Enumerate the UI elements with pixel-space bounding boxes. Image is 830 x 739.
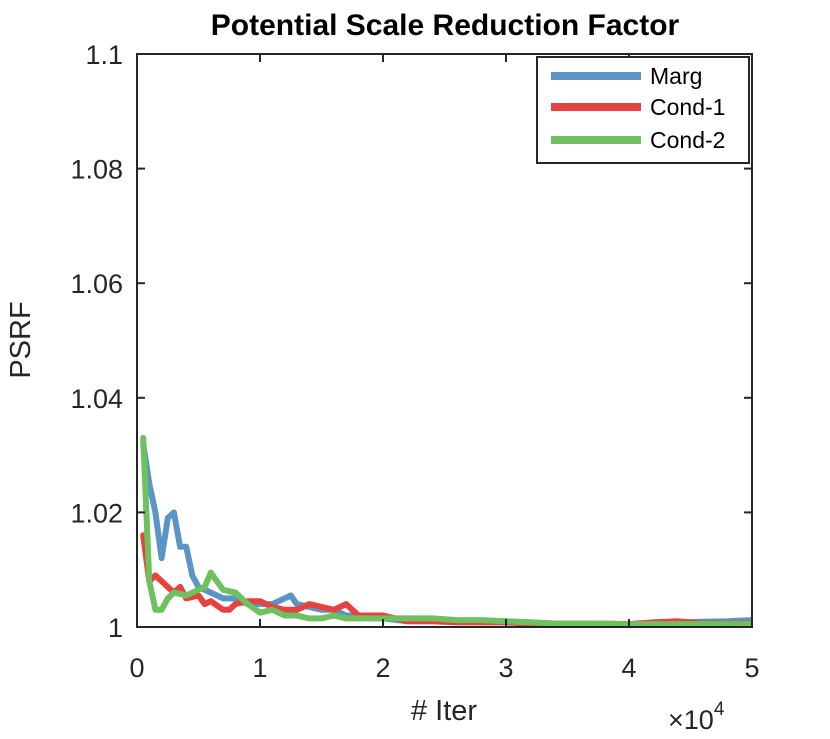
series-line-cond-2 <box>140 434 752 627</box>
chart-title: Potential Scale Reduction Factor <box>211 9 680 42</box>
y-axis: 1 1.02 1.04 1.06 1.08 1.1 <box>70 40 752 643</box>
x-exponent: ×104 <box>668 699 725 735</box>
y-tick-label: 1 <box>108 613 123 643</box>
x-exponent-power: 4 <box>714 699 725 720</box>
x-tick-label: 0 <box>129 653 144 683</box>
x-tick-label: 3 <box>498 653 513 683</box>
legend-label-cond-1: Cond-1 <box>650 94 725 120</box>
x-tick-label: 5 <box>744 653 759 683</box>
legend-label-marg: Marg <box>650 63 702 89</box>
x-axis-label: # Iter <box>411 695 477 727</box>
legend-label-cond-2: Cond-2 <box>650 127 725 153</box>
y-axis-label: PSRF <box>5 301 37 378</box>
y-tick-label: 1.1 <box>85 40 123 70</box>
y-tick-label: 1.04 <box>70 384 123 414</box>
series-layer <box>140 434 752 627</box>
x-tick-label: 4 <box>621 653 636 683</box>
y-tick-label: 1.06 <box>70 269 123 299</box>
y-tick-label: 1.02 <box>70 498 123 528</box>
x-exponent-base: ×10 <box>668 705 714 735</box>
x-tick-label: 2 <box>375 653 390 683</box>
x-axis: 0 1 2 3 4 5 <box>129 54 760 683</box>
x-tick-label: 1 <box>252 653 267 683</box>
axes-box <box>136 53 753 628</box>
legend: Marg Cond-1 Cond-2 <box>536 56 750 164</box>
y-tick-label: 1.08 <box>70 155 123 185</box>
